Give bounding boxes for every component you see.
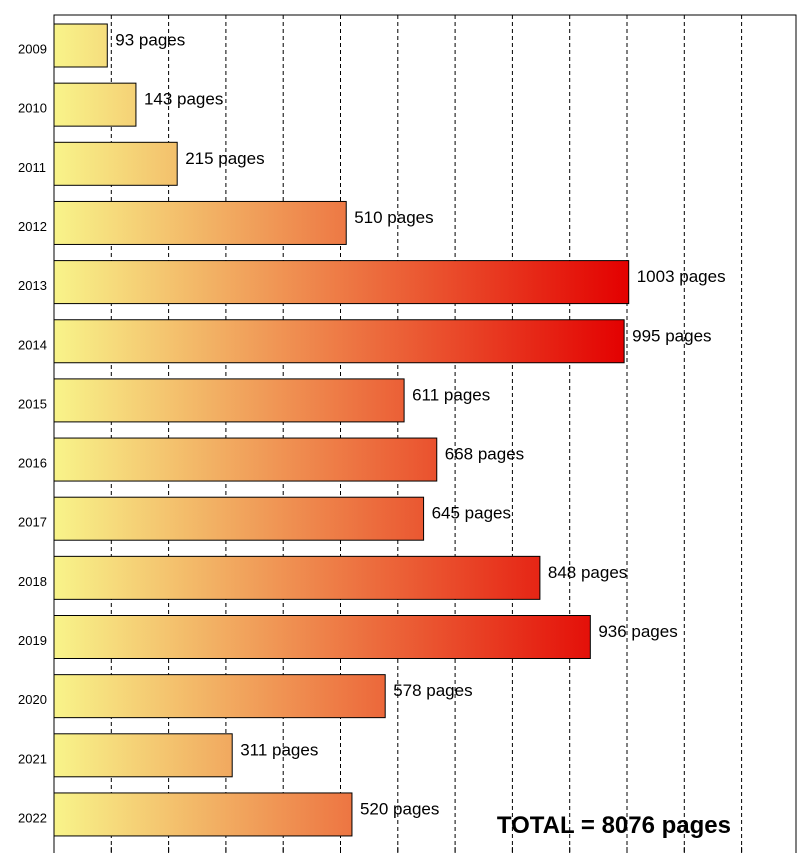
bar-2022 [53, 792, 353, 837]
bar-2017 [53, 496, 425, 541]
year-label: 2013 [18, 278, 47, 293]
bar-2020 [53, 674, 386, 719]
value-label: 611 pages [412, 385, 490, 404]
year-label: 2021 [18, 751, 47, 766]
bar-2013 [53, 260, 630, 305]
bar-2016 [53, 437, 438, 482]
year-label: 2011 [18, 160, 46, 175]
bar-2010 [53, 82, 137, 127]
bar-2018 [53, 555, 541, 600]
year-label: 2020 [18, 692, 47, 707]
year-label: 2015 [18, 396, 47, 411]
value-label: 215 pages [185, 149, 264, 168]
bars [53, 23, 630, 837]
year-label: 2014 [18, 337, 47, 352]
bar-2019 [53, 615, 591, 659]
plot-frame [53, 14, 797, 853]
value-label: 311 pages [240, 740, 318, 759]
value-label: 936 pages [598, 622, 677, 641]
bar-2021 [53, 733, 233, 778]
year-label: 2017 [18, 515, 47, 530]
value-label: 520 pages [360, 799, 439, 818]
bar-2012 [53, 200, 347, 245]
value-label: 995 pages [632, 326, 711, 345]
value-label: 645 pages [432, 504, 511, 523]
grid-lines [110, 15, 743, 853]
bar-2015 [53, 378, 405, 423]
bar-2014 [53, 319, 625, 364]
year-label: 2018 [18, 574, 47, 589]
year-label: 2010 [18, 101, 47, 116]
year-labels: 2009 2010 2011 2012 2013 2014 2015 2016 2017 2018… [18, 42, 47, 826]
year-label: 2016 [18, 456, 47, 471]
value-label: 668 pages [445, 445, 524, 464]
year-label: 2019 [18, 633, 47, 648]
value-labels: 93 pages 143 pages 215 pages 510 pages 1003 … [115, 31, 725, 819]
year-label: 2012 [18, 219, 47, 234]
value-label: 1003 pages [637, 267, 726, 286]
value-label: 848 pages [548, 563, 627, 582]
bar-2011 [53, 141, 178, 186]
bar-2009 [53, 23, 108, 68]
value-label: 578 pages [393, 681, 472, 700]
value-label: 93 pages [115, 31, 185, 50]
year-label: 2022 [18, 810, 47, 825]
value-label: 510 pages [354, 208, 433, 227]
value-label: 143 pages [144, 90, 223, 109]
year-label: 2009 [18, 42, 47, 57]
total-label: TOTAL = 8076 pages [497, 812, 731, 839]
